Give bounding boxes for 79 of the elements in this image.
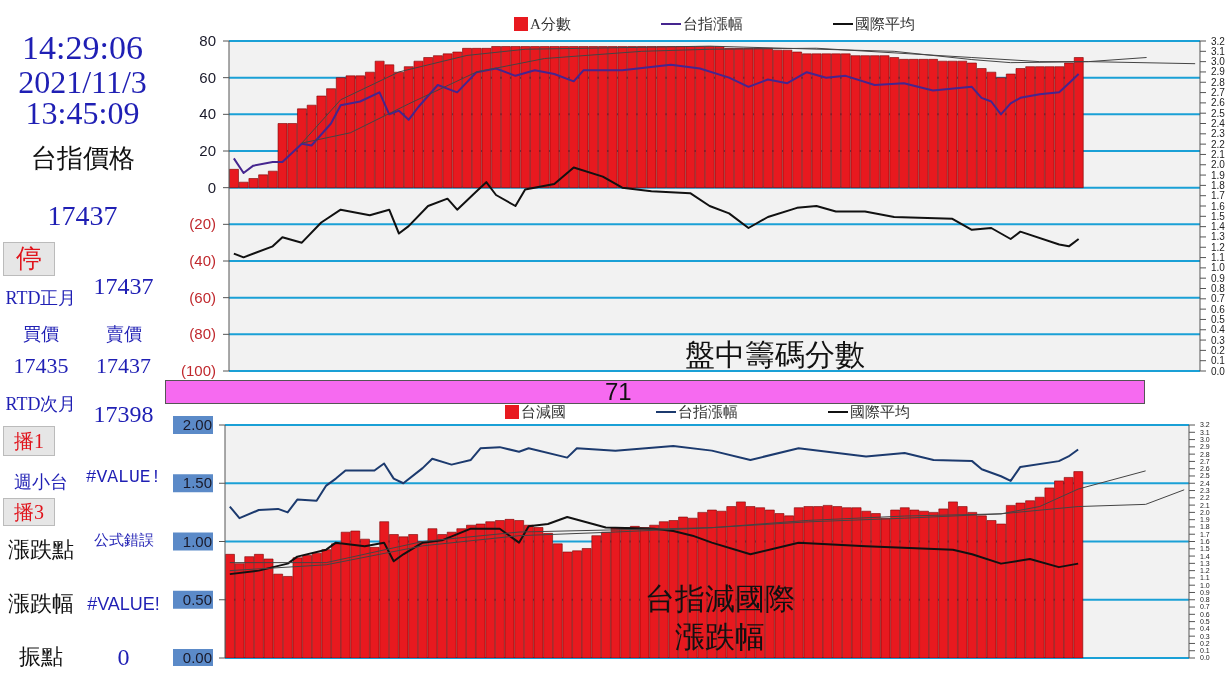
y2-tick-label: 2.0 (1211, 159, 1226, 171)
y-tick-label: 2.00 (182, 416, 212, 433)
legend-label: 台指漲幅 (677, 404, 738, 421)
y2-tick-label: 2.7 (1211, 87, 1226, 99)
y2-tick-label: 3.1 (1211, 45, 1226, 57)
y2-tick-label: 1.4 (1211, 221, 1226, 233)
y2-tick-label: 1.8 (1211, 179, 1226, 191)
y2-tick-label: 0.0 (1211, 365, 1226, 377)
y-tick-label: (40) (189, 252, 216, 269)
text: 盤中籌碼分數 (684, 337, 866, 373)
text: RTD次月 (5, 394, 77, 414)
y2-tick-label: 1.0 (1211, 262, 1226, 274)
text: 播1 (14, 430, 44, 452)
y-tick-label: 40 (199, 105, 216, 123)
y2-tick-label: 0.2 (1211, 344, 1226, 356)
y-tick-label: 1.00 (182, 532, 212, 550)
y2-tick-label: 2.8 (1211, 76, 1226, 88)
text: 台指減國際漲跌幅 (644, 581, 796, 655)
y-tick-label: 60 (199, 68, 216, 86)
y-tick-label: 0 (207, 178, 216, 196)
y2-tick-label: 2.9 (1211, 66, 1226, 78)
y-tick-label: (100) (180, 362, 216, 379)
y2-tick-label: 2.2 (1211, 138, 1226, 150)
y2-tick-label: 2.4 (1211, 118, 1226, 129)
y-tick-label: 0.50 (182, 590, 212, 608)
y2-tick-label: 1.9 (1211, 169, 1226, 181)
legend-label: A分數 (530, 16, 571, 33)
text: 17398 (93, 400, 154, 427)
legend-label: 台指漲幅 (682, 16, 743, 33)
y2-tick-label: 0.8 (1211, 283, 1226, 294)
text: #VALUE! (87, 594, 160, 614)
text: 17435 (13, 353, 69, 378)
y2-tick-label: 2.1 (1211, 148, 1226, 160)
text: 漲跌幅 (8, 591, 74, 616)
y-tick-label: (20) (189, 215, 216, 233)
y2-tick-label: 3.0 (1211, 56, 1226, 68)
y2-tick-label: 0.9 (1211, 272, 1226, 284)
legend-label: 台減國 (520, 404, 566, 421)
y2-tick-label: 0.7 (1211, 293, 1226, 305)
y2-tick-label: 1.7 (1211, 190, 1226, 202)
y2-tick-label: 1.1 (1211, 252, 1226, 264)
y-tick-label: 0.00 (182, 649, 212, 666)
legend-label: 國際平均 (854, 16, 915, 33)
text: 週小台 (14, 472, 68, 492)
y2-tick-label: 3.2 (1211, 35, 1226, 47)
y2-tick-label: 0.1 (1211, 355, 1226, 367)
y2-tick-label: 1.2 (1211, 241, 1226, 253)
text: 停 (16, 244, 42, 273)
text: 17437 (93, 272, 154, 299)
text: 播3 (14, 501, 44, 523)
y-tick-label: (60) (189, 288, 216, 306)
text: 0 (117, 644, 130, 670)
text: 14:29:06 (22, 29, 143, 66)
text: 公式錯誤 (93, 531, 154, 548)
y2-tick-label: 2.6 (1211, 97, 1226, 109)
text: 振點 (19, 644, 63, 669)
y-tick-label: 20 (199, 142, 216, 159)
text: RTD正月 (5, 288, 77, 308)
text: 17437 (47, 200, 118, 231)
text: #VALUE! (85, 466, 162, 487)
y2-tick-label: 0.6 (1211, 303, 1226, 315)
text: 賣價 (105, 324, 142, 344)
text: 17437 (96, 353, 151, 378)
y-tick-label: 80 (199, 32, 216, 49)
text: 漲跌點 (8, 537, 74, 562)
y2-tick-label: 0.3 (1211, 334, 1226, 346)
y2-tick-label: 1.6 (1211, 200, 1226, 212)
y2-tick-label: 2.5 (1211, 107, 1226, 119)
y2-tick-label: 1.5 (1211, 210, 1226, 222)
y2-tick-label: 0.4 (1211, 324, 1226, 336)
y2-tick-label: 2.3 (1211, 128, 1226, 140)
text: 71 (605, 378, 632, 405)
text: 買價 (23, 324, 59, 344)
y2-tick-label: 0.5 (1211, 313, 1226, 325)
y2-tick-label: 1.3 (1211, 231, 1226, 243)
legend-label: 國際平均 (849, 404, 910, 421)
y-tick-label: 1.50 (182, 474, 212, 492)
y-tick-label: (80) (189, 325, 216, 343)
text: 台指價格 (30, 144, 135, 173)
